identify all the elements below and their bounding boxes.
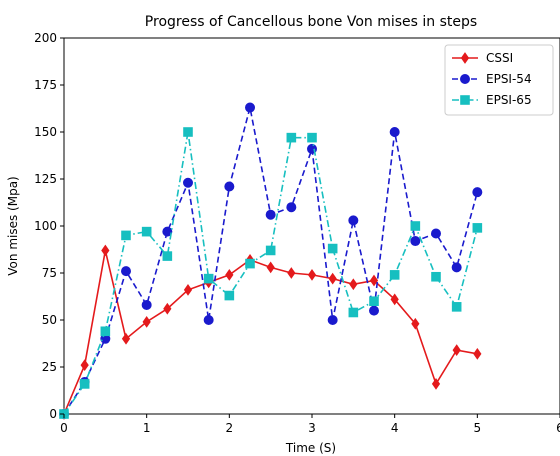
series-epsi-54 <box>59 102 483 419</box>
data-point-cssi <box>411 317 420 330</box>
legend-box <box>444 44 554 116</box>
data-point-epsi-54 <box>265 209 276 220</box>
data-point-epsi-65 <box>307 132 317 143</box>
data-point-epsi-54 <box>141 299 152 310</box>
y-tick-label: 50 <box>42 313 57 327</box>
data-point-cssi <box>307 269 317 281</box>
y-tick-label: 125 <box>34 172 57 186</box>
data-point-epsi-65 <box>121 230 131 241</box>
series-epsi-65 <box>59 127 483 419</box>
data-point-epsi-54 <box>348 215 359 226</box>
data-point-epsi-65 <box>245 258 255 269</box>
y-tick-label: 75 <box>42 266 57 280</box>
data-point-epsi-65 <box>203 273 214 284</box>
data-point-cssi <box>390 293 399 306</box>
data-point-epsi-54 <box>451 262 462 273</box>
data-point-epsi-65 <box>141 226 152 237</box>
data-point-cssi <box>163 302 172 315</box>
y-tick-label: 200 <box>34 31 57 45</box>
data-point-cssi <box>431 378 441 390</box>
data-point-epsi-65 <box>327 243 338 254</box>
legend: CSSI EPSI-54 EPSI-65 <box>444 44 554 116</box>
data-point-cssi <box>266 261 275 274</box>
data-point-epsi-54 <box>183 177 193 188</box>
data-point-cssi <box>328 272 337 285</box>
data-point-cssi <box>452 344 461 356</box>
data-point-epsi-65 <box>224 290 235 301</box>
data-point-cssi <box>369 274 379 287</box>
data-point-cssi <box>142 316 151 328</box>
x-tick-label: 0 <box>60 421 68 435</box>
data-point-epsi-54 <box>162 226 173 237</box>
data-point-epsi-54 <box>224 181 235 192</box>
y-axis: 0 25 50 75 100 125 150 175 200 <box>34 31 64 421</box>
data-point-epsi-65 <box>79 379 90 389</box>
y-axis-label: Von mises (Mpa) <box>6 176 20 275</box>
data-point-epsi-65 <box>431 271 441 282</box>
y-tick-label: 175 <box>34 78 57 92</box>
legend-marker-cssi <box>460 52 470 64</box>
data-point-epsi-54 <box>389 127 400 137</box>
x-axis-label: Time (S) <box>285 441 336 455</box>
y-tick-label: 0 <box>49 407 57 421</box>
data-point-epsi-65 <box>410 221 421 231</box>
data-point-epsi-65 <box>369 296 379 306</box>
y-tick-label: 25 <box>42 360 57 374</box>
data-point-cssi <box>287 267 296 279</box>
x-tick-label: 5 <box>474 421 482 435</box>
data-point-cssi <box>349 278 358 291</box>
data-point-cssi <box>473 347 482 360</box>
data-point-epsi-65 <box>183 127 193 137</box>
data-point-epsi-54 <box>327 315 338 325</box>
data-point-epsi-54 <box>410 236 421 247</box>
data-point-epsi-54 <box>286 202 297 213</box>
data-point-epsi-65 <box>389 270 400 280</box>
data-point-epsi-65 <box>451 302 462 312</box>
data-point-epsi-54 <box>121 266 131 277</box>
y-tick-label: 100 <box>34 219 57 233</box>
data-point-epsi-54 <box>472 187 483 198</box>
legend-marker-epsi-54 <box>460 74 470 84</box>
data-point-epsi-65 <box>472 223 483 233</box>
x-axis: 0 1 2 3 4 5 6 <box>60 414 560 435</box>
data-point-epsi-54 <box>431 228 441 239</box>
data-point-epsi-65 <box>286 132 297 143</box>
legend-label-epsi-65: EPSI-65 <box>486 93 532 107</box>
data-point-cssi <box>225 269 234 281</box>
data-point-cssi <box>101 244 110 257</box>
data-point-cssi <box>80 359 89 371</box>
x-tick-label: 6 <box>556 421 560 435</box>
chart-title: Progress of Cancellous bone Von mises in… <box>145 14 477 30</box>
x-tick-label: 4 <box>391 421 399 435</box>
legend-label-cssi: CSSI <box>486 51 513 65</box>
x-tick-label: 1 <box>143 421 151 435</box>
x-tick-label: 3 <box>308 421 316 435</box>
data-point-epsi-65 <box>162 251 173 261</box>
data-point-epsi-54 <box>203 315 214 325</box>
data-point-epsi-54 <box>369 305 379 316</box>
data-point-epsi-65 <box>348 307 359 318</box>
data-point-epsi-54 <box>245 102 255 113</box>
data-point-epsi-65 <box>265 245 276 256</box>
legend-label-epsi-54: EPSI-54 <box>486 72 532 86</box>
x-tick-label: 2 <box>226 421 234 435</box>
data-point-epsi-65 <box>100 326 111 337</box>
series-line-epsi-65 <box>63 131 479 415</box>
legend-marker-epsi-65 <box>460 95 470 105</box>
y-tick-label: 150 <box>34 125 57 139</box>
data-point-cssi <box>121 332 131 345</box>
data-point-cssi <box>183 284 193 296</box>
